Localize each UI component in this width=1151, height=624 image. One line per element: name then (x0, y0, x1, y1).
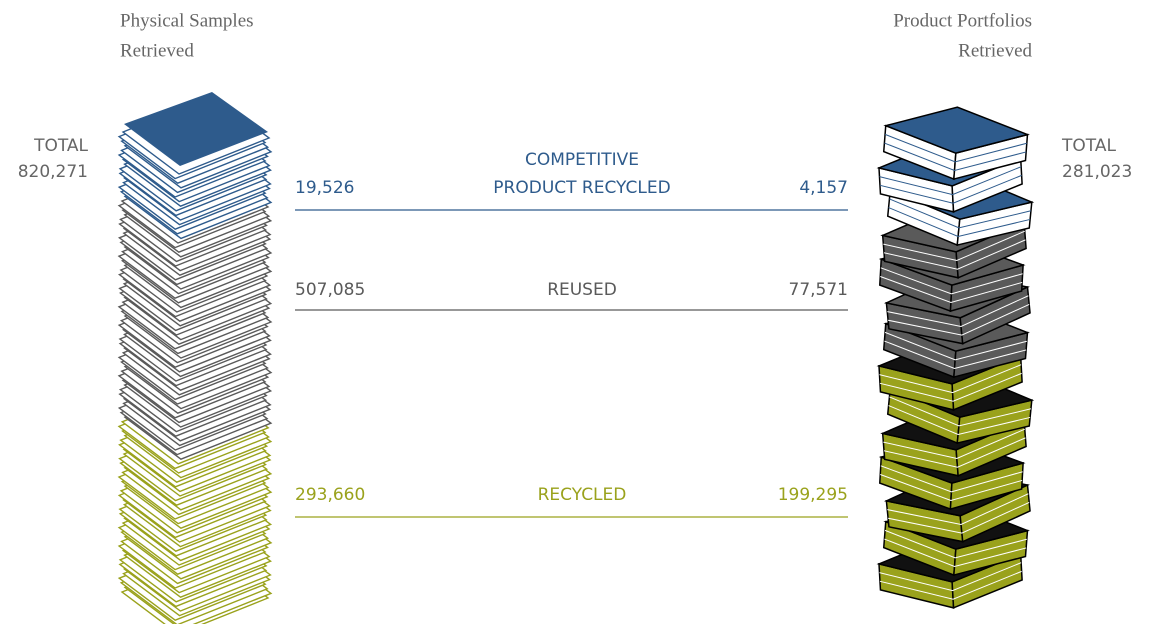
left-title: Retrieved (120, 40, 194, 61)
total-value: 281,023 (1062, 162, 1132, 182)
right-value: 77,571 (789, 280, 848, 300)
row-label: RECYCLED (538, 485, 627, 505)
total-value: 820,271 (18, 162, 88, 182)
right-value: 4,157 (799, 178, 848, 198)
right-title: Product Portfolios (893, 10, 1032, 31)
left-title: Physical Samples (120, 10, 254, 31)
row-label: PRODUCT RECYCLED (493, 178, 670, 198)
left-value: 19,526 (295, 178, 354, 198)
portfolio-stack (878, 102, 1034, 612)
left-value: 293,660 (295, 485, 365, 505)
total-label: TOTAL (1061, 136, 1116, 156)
left-value: 507,085 (295, 280, 365, 300)
row-label: COMPETITIVE (525, 150, 639, 170)
right-value: 199,295 (778, 485, 848, 505)
sample-stack (119, 92, 271, 624)
infographic: Physical Samples Retrieved Product Portf… (0, 0, 1151, 624)
row-label: REUSED (547, 280, 617, 300)
total-label: TOTAL (33, 136, 88, 156)
right-title: Retrieved (958, 40, 1032, 61)
